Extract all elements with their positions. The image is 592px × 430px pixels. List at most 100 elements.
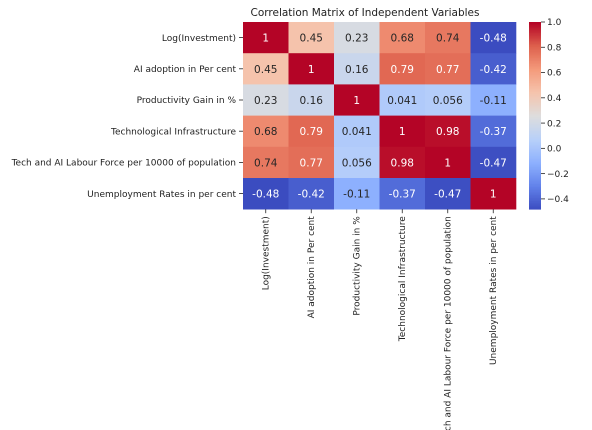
heatmap-cell xyxy=(470,146,517,179)
cell-value-label: -0.37 xyxy=(389,189,416,201)
heatmap-cell xyxy=(379,84,426,116)
colorbar-segment xyxy=(529,64,541,67)
colorbar-segment xyxy=(529,152,541,156)
colorbar-segment xyxy=(529,157,541,160)
colorbar-tick-label: 0.8 xyxy=(547,43,562,53)
heatmap-cell xyxy=(470,22,517,54)
colorbar-segment xyxy=(529,190,541,193)
heatmap-cell xyxy=(334,22,380,54)
heatmap-cell xyxy=(379,22,426,54)
colorbar-segment xyxy=(529,42,541,45)
heatmap-cell xyxy=(334,178,380,210)
colorbar-segment xyxy=(529,43,541,46)
colorbar-segment xyxy=(529,82,541,85)
heatmap-cell xyxy=(470,84,517,116)
colorbar-segment xyxy=(529,154,541,157)
cell-value-label: 0.45 xyxy=(300,33,323,45)
heatmap-cell xyxy=(425,84,471,116)
colorbar-tick-label: −0.2 xyxy=(547,170,569,180)
cell-value-label: 0.98 xyxy=(391,157,414,169)
heatmap-cell xyxy=(425,22,471,54)
colorbar-segment xyxy=(529,59,541,62)
cell-value-label: -0.47 xyxy=(434,189,461,201)
colorbar-segment xyxy=(529,126,541,129)
colorbar-segment xyxy=(529,135,541,138)
colorbar-segment xyxy=(529,25,541,28)
cell-value-label: -0.42 xyxy=(480,64,507,76)
colorbar-segment xyxy=(529,159,541,162)
colorbar-segment xyxy=(529,127,541,131)
cell-value-label: -0.11 xyxy=(480,95,507,107)
colorbar-segment xyxy=(529,106,541,109)
colorbar-segment xyxy=(529,184,541,187)
cell-value-label: 0.041 xyxy=(387,95,417,107)
colorbar-segment xyxy=(529,156,541,159)
column-label: Log(Investment) xyxy=(262,216,272,290)
cell-value-label: 0.74 xyxy=(436,33,460,45)
colorbar-segment xyxy=(529,53,541,56)
colorbar-segment xyxy=(529,60,541,64)
colorbar-segment xyxy=(529,103,541,106)
cell-value-label: 0.45 xyxy=(254,64,277,76)
heatmap-cell xyxy=(425,115,471,148)
colorbar-segment xyxy=(529,84,541,87)
colorbar-segment xyxy=(529,115,541,118)
colorbar-segment xyxy=(529,124,541,128)
colorbar-segment xyxy=(529,29,541,32)
heatmap-cell xyxy=(425,178,471,210)
row-label: Log(Investment) xyxy=(162,34,236,44)
cell-value-label: 1 xyxy=(353,95,360,107)
colorbar-segment xyxy=(529,166,541,170)
colorbar-segment xyxy=(529,134,541,137)
colorbar-segment xyxy=(529,76,541,79)
colorbar-segment xyxy=(529,78,541,81)
heatmap-cell xyxy=(288,22,335,54)
colorbar-segment xyxy=(529,132,541,135)
heatmap-cell xyxy=(288,53,335,85)
colorbar-segment xyxy=(529,129,541,132)
colorbar-segment xyxy=(529,98,541,101)
colorbar-segment xyxy=(529,54,541,57)
heatmap-cell xyxy=(470,178,517,210)
cell-value-label: 0.77 xyxy=(436,64,459,76)
colorbar-segment xyxy=(529,207,541,210)
column-label: AI adoption in Per cent xyxy=(307,216,317,319)
cell-value-label: 0.68 xyxy=(254,126,277,138)
colorbar-segment xyxy=(529,196,541,199)
column-label: Productivity Gain in % xyxy=(353,216,363,316)
colorbar-segment xyxy=(529,110,541,113)
colorbar-segment xyxy=(529,40,541,43)
colorbar-segment xyxy=(529,199,541,202)
cell-value-label: 1 xyxy=(262,33,269,45)
colorbar-segment xyxy=(529,101,541,104)
colorbar-segment xyxy=(529,170,541,173)
heatmap-cell xyxy=(379,178,426,210)
colorbar-segment xyxy=(529,50,541,53)
colorbar-segment xyxy=(529,182,541,185)
heatmap-cell xyxy=(425,53,471,85)
cell-value-label: 0.98 xyxy=(436,126,459,138)
colorbar-segment xyxy=(529,123,541,126)
heatmap-cells: 1 0.45 0.23 0.68 0.74 -0.48 0.45 1 0.16 0.79 0.77 -… xyxy=(243,22,517,210)
colorbar-segment xyxy=(529,48,541,51)
colorbar-segment xyxy=(529,171,541,174)
colorbar-segment xyxy=(529,37,541,40)
heatmap-cell xyxy=(379,115,426,148)
colorbar-segment xyxy=(529,163,541,166)
colorbar-segment xyxy=(529,151,541,154)
row-label: Productivity Gain in % xyxy=(137,96,237,106)
column-label: Unemployment Rates in per cent xyxy=(489,216,499,365)
colorbar-segment xyxy=(529,146,541,149)
colorbar-segment xyxy=(529,193,541,196)
colorbar-segment xyxy=(529,68,541,71)
heatmap-cell xyxy=(470,115,517,148)
column-label: Tech and AI Labour Force per 10000 of po… xyxy=(444,216,454,430)
heatmap-cell xyxy=(243,84,289,116)
cell-value-label: 0.68 xyxy=(391,33,414,45)
row-label: Technological Infrastructure xyxy=(110,127,236,137)
cell-value-label: -0.42 xyxy=(298,189,325,201)
heatmap-cell xyxy=(288,178,335,210)
cell-value-label: 0.056 xyxy=(342,157,372,169)
cell-value-label: 0.79 xyxy=(391,64,414,76)
colorbar-segment xyxy=(529,113,541,117)
